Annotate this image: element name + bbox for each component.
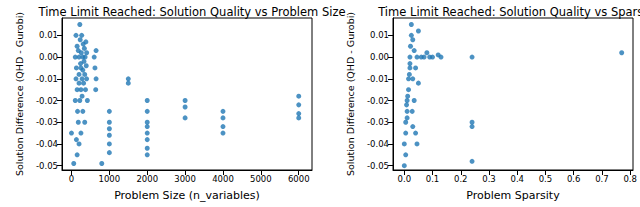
svg-text:-0.04: -0.04 (36, 139, 58, 149)
svg-text:Problem Size (n_variables): Problem Size (n_variables) (114, 189, 260, 202)
svg-text:0.3: 0.3 (482, 174, 496, 184)
svg-text:0.01: 0.01 (39, 30, 58, 40)
svg-text:-0.04: -0.04 (367, 139, 389, 149)
svg-text:Time Limit Reached: Solution Q: Time Limit Reached: Solution Quality vs … (37, 5, 345, 19)
svg-text:Problem Sparsity: Problem Sparsity (466, 189, 560, 202)
svg-text:-0.01: -0.01 (367, 74, 389, 84)
svg-text:0.00: 0.00 (370, 52, 389, 62)
svg-text:-0.02: -0.02 (367, 96, 389, 106)
svg-text:-0.02: -0.02 (36, 96, 58, 106)
svg-text:-0.05: -0.05 (367, 161, 389, 171)
svg-text:0: 0 (69, 174, 74, 184)
svg-text:0.1: 0.1 (426, 174, 440, 184)
svg-text:0.5: 0.5 (539, 174, 553, 184)
svg-text:0.7: 0.7 (595, 174, 609, 184)
svg-text:2000: 2000 (136, 174, 158, 184)
svg-text:4000: 4000 (212, 174, 234, 184)
svg-text:1000: 1000 (99, 174, 121, 184)
svg-text:0.6: 0.6 (567, 174, 581, 184)
svg-text:0.0: 0.0 (398, 174, 412, 184)
svg-text:3000: 3000 (174, 174, 196, 184)
svg-text:Solution Difference (QHD - Gur: Solution Difference (QHD - Gurobi) (345, 12, 356, 176)
svg-text:0.2: 0.2 (454, 174, 468, 184)
svg-text:Time Limit Reached: Solution Q: Time Limit Reached: Solution Quality vs … (377, 5, 640, 19)
svg-text:0.01: 0.01 (370, 30, 389, 40)
svg-text:-0.05: -0.05 (36, 161, 58, 171)
svg-text:6000: 6000 (288, 174, 310, 184)
svg-text:5000: 5000 (250, 174, 272, 184)
svg-text:0.8: 0.8 (623, 174, 637, 184)
svg-text:-0.01: -0.01 (36, 74, 58, 84)
svg-text:0.4: 0.4 (510, 174, 524, 184)
svg-text:-0.03: -0.03 (36, 117, 58, 127)
svg-text:-0.03: -0.03 (367, 117, 389, 127)
svg-text:0.00: 0.00 (39, 52, 58, 62)
svg-text:Solution Difference (QHD - Gur: Solution Difference (QHD - Gurobi) (14, 12, 25, 176)
